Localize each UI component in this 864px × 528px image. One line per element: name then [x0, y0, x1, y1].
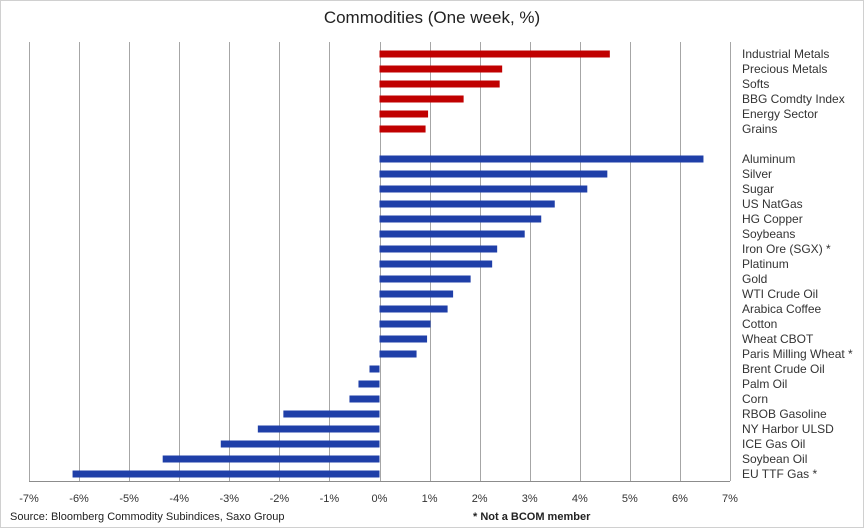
- x-tick-label: 4%: [572, 493, 588, 505]
- category-label: ICE Gas Oil: [742, 437, 805, 451]
- category-label: Soybeans: [742, 227, 795, 241]
- bar: [379, 215, 542, 223]
- category-label: Energy Sector: [742, 107, 818, 121]
- x-tick-label: 7%: [722, 493, 738, 505]
- bar: [379, 80, 500, 88]
- chart-title: Commodities (One week, %): [323, 8, 541, 27]
- category-label: NY Harbor ULSD: [742, 422, 834, 436]
- x-tick-label: -3%: [220, 493, 240, 505]
- category-label: Wheat CBOT: [742, 332, 814, 346]
- x-tick-label: 6%: [672, 493, 688, 505]
- bar: [379, 320, 431, 328]
- bar: [379, 305, 448, 313]
- x-tick-label: 5%: [622, 493, 638, 505]
- category-label: Silver: [742, 167, 772, 181]
- bar: [349, 395, 380, 403]
- category-label: BBG Comdty Index: [742, 92, 845, 106]
- bar: [379, 125, 426, 133]
- bar: [283, 410, 380, 418]
- bar: [379, 185, 588, 193]
- category-label: Arabica Coffee: [742, 302, 821, 316]
- bar: [379, 65, 503, 73]
- category-label: Precious Metals: [742, 62, 827, 76]
- bar: [220, 440, 380, 448]
- bar: [379, 95, 464, 103]
- category-label: Industrial Metals: [742, 47, 829, 61]
- x-tick-label: -7%: [19, 493, 39, 505]
- category-label: Corn: [742, 392, 768, 406]
- category-label: Paris Milling Wheat *: [742, 347, 853, 361]
- x-tick-label: 1%: [422, 493, 438, 505]
- bar: [379, 275, 471, 283]
- bar: [358, 380, 380, 388]
- bar: [379, 260, 493, 268]
- category-label: US NatGas: [742, 197, 803, 211]
- bar: [379, 155, 704, 163]
- category-label: Soybean Oil: [742, 452, 807, 466]
- bar: [379, 110, 429, 118]
- x-tick-label: 2%: [472, 493, 488, 505]
- category-label: Sugar: [742, 182, 774, 196]
- x-tick-label: -5%: [119, 493, 139, 505]
- category-label: Palm Oil: [742, 377, 787, 391]
- category-label: Softs: [742, 77, 769, 91]
- category-label: Aluminum: [742, 152, 795, 166]
- category-label: Grains: [742, 122, 777, 136]
- category-label: Iron Ore (SGX) *: [742, 242, 831, 256]
- x-tick-label: 0%: [372, 493, 388, 505]
- bar: [379, 350, 417, 358]
- bar: [379, 230, 525, 238]
- category-label: HG Copper: [742, 212, 803, 226]
- category-label: EU TTF Gas *: [742, 467, 817, 481]
- bar: [379, 200, 555, 208]
- bar: [379, 290, 454, 298]
- category-label: Brent Crude Oil: [742, 362, 825, 376]
- bar: [379, 245, 498, 253]
- bar: [379, 170, 608, 178]
- bar: [369, 365, 380, 373]
- bar: [379, 335, 428, 343]
- bar: [379, 50, 610, 58]
- category-label: Platinum: [742, 257, 789, 271]
- category-label: Cotton: [742, 317, 777, 331]
- bar: [162, 455, 380, 463]
- category-label: WTI Crude Oil: [742, 287, 818, 301]
- bar: [72, 470, 380, 478]
- x-tick-label: -1%: [320, 493, 340, 505]
- bar: [257, 425, 380, 433]
- x-tick-label: -6%: [69, 493, 89, 505]
- x-tick-label: -4%: [169, 493, 189, 505]
- member-note: * Not a BCOM member: [473, 511, 591, 523]
- x-tick-label: -2%: [270, 493, 290, 505]
- category-label: RBOB Gasoline: [742, 407, 827, 421]
- category-label: Gold: [742, 272, 767, 286]
- x-tick-label: 3%: [522, 493, 538, 505]
- source-note: Source: Bloomberg Commodity Subindices, …: [10, 511, 285, 523]
